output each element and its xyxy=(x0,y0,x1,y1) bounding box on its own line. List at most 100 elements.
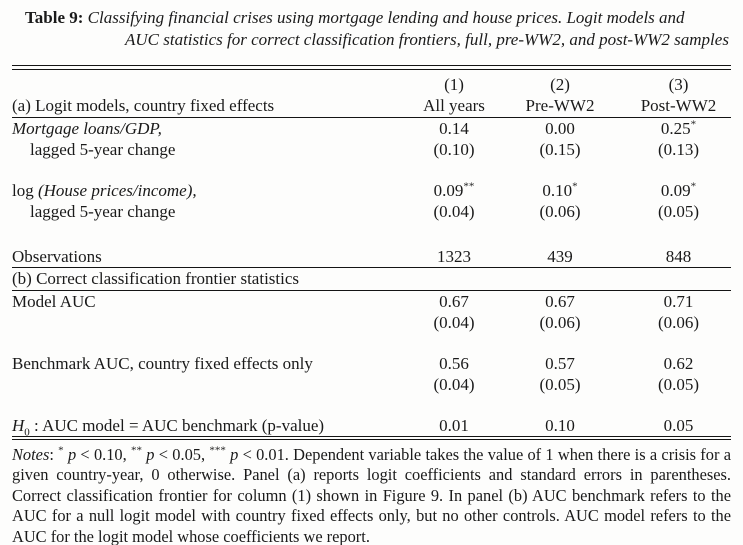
column-number-1: (1) xyxy=(444,74,464,94)
table-number-label: Table 9: xyxy=(25,8,84,27)
table-row: Benchmark AUC, country fixed effects onl… xyxy=(12,353,731,374)
value-text: 0.25 xyxy=(660,118,691,138)
row-label: Benchmark AUC, country fixed effects onl… xyxy=(12,353,414,374)
value-text: 0.00 xyxy=(545,118,575,138)
value-cell: 0.71 xyxy=(626,291,731,312)
table-row: (0.04) (0.05) (0.05) xyxy=(12,374,731,395)
value-cell: 0.56 xyxy=(414,353,494,374)
table-row: lagged 5-year change (0.10) (0.15) (0.13) xyxy=(12,139,731,160)
value-cell: 0.14 xyxy=(414,118,494,139)
column-name-all-years: All years xyxy=(423,95,485,115)
value-cell: 848 xyxy=(626,246,731,267)
value-cell: (0.04) xyxy=(414,374,494,395)
text-segment: < 0.05, xyxy=(154,445,210,464)
significance-stars: * xyxy=(572,179,578,192)
table-notes: Notes: * p < 0.10, ** p < 0.05, *** p < … xyxy=(12,445,731,545)
value-cell: 1323 xyxy=(414,246,494,267)
value-text: (0.04) xyxy=(433,201,475,221)
value-text: 0.01 xyxy=(439,415,469,435)
value-text: 0.09 xyxy=(433,180,464,200)
value-text: 0.57 xyxy=(545,353,575,373)
value-cell: (0.13) xyxy=(626,139,731,160)
row-label: lagged 5-year change xyxy=(12,139,414,160)
column-number-header-row: (1) (2) (3) xyxy=(12,70,731,95)
table-row: log (House prices/income), 0.09** 0.10* 0.0… xyxy=(12,180,731,201)
value-cell: (0.04) xyxy=(414,201,494,222)
column-number-2: (2) xyxy=(550,74,570,94)
text-segment: *** xyxy=(209,444,226,457)
text-segment: < 0.01. Dependent variable takes the val… xyxy=(12,445,731,545)
value-text: (0.05) xyxy=(539,374,581,394)
column-name-post-ww2: Post-WW2 xyxy=(640,95,717,115)
value-text: 439 xyxy=(547,246,573,266)
panel-a-title: (a) Logit models, country fixed effects xyxy=(12,95,275,115)
value-cell: 439 xyxy=(494,246,626,267)
value-cell: (0.10) xyxy=(414,139,494,160)
row-spacer xyxy=(12,333,731,353)
header-rule xyxy=(12,116,731,118)
value-cell: 0.67 xyxy=(494,291,626,312)
value-cell: (0.06) xyxy=(494,312,626,333)
text-segment: lagged 5-year change xyxy=(30,139,176,159)
table-caption: Table 9: Classifying financial crises us… xyxy=(0,7,733,51)
text-segment: * xyxy=(58,444,64,457)
text-segment: Benchmark AUC, country fixed effects onl… xyxy=(12,353,313,373)
table-row: Observations 1323 439 848 xyxy=(12,246,731,267)
value-cell: 0.67 xyxy=(414,291,494,312)
value-text: 848 xyxy=(665,246,692,266)
value-text: 0.62 xyxy=(663,353,694,373)
table-row: Model AUC 0.67 0.67 0.71 xyxy=(12,291,731,312)
caption-line-2: AUC statistics for correct classificatio… xyxy=(125,30,729,49)
row-label: Observations xyxy=(12,246,414,267)
value-cell: 0.10* xyxy=(494,180,626,201)
text-segment: : xyxy=(49,445,59,464)
value-text: 0.67 xyxy=(439,291,469,311)
text-segment: < 0.10, xyxy=(76,445,131,464)
row-label: H0 : AUC model = AUC benchmark (p-value) xyxy=(12,415,414,438)
panel-b-body: Model AUC 0.67 0.67 0.71 (0.04) (0.06) (0.06) B… xyxy=(12,291,731,438)
column-name-pre-ww2: Pre-WW2 xyxy=(525,95,595,115)
value-text: 0.67 xyxy=(545,291,575,311)
text-segment: Notes xyxy=(12,445,50,464)
value-cell: 0.09* xyxy=(626,180,731,201)
table-row: Mortgage loans/GDP, 0.14 0.00 0.25* xyxy=(12,118,731,139)
table-row: (0.04) (0.06) (0.06) xyxy=(12,312,731,333)
row-spacer xyxy=(12,395,731,415)
text-segment: p xyxy=(230,445,239,464)
table-row: H0 : AUC model = AUC benchmark (p-value)… xyxy=(12,415,731,438)
column-name-header-row: (a) Logit models, country fixed effects … xyxy=(12,95,731,117)
row-spacer xyxy=(12,160,731,180)
value-text: 0.05 xyxy=(663,415,694,435)
value-cell: 0.01 xyxy=(414,415,494,436)
row-label xyxy=(12,312,414,333)
significance-stars: * xyxy=(690,117,697,130)
text-segment: (House prices/income), xyxy=(37,180,197,200)
panel-b-title-rule xyxy=(12,289,731,291)
caption-line-1: Classifying financial crises using mortg… xyxy=(87,8,685,27)
value-cell: 0.00 xyxy=(494,118,626,139)
text-segment: : AUC model = AUC benchmark (p-value) xyxy=(29,415,325,435)
value-text: (0.05) xyxy=(657,201,700,221)
value-cell: (0.05) xyxy=(626,201,731,222)
value-cell: (0.06) xyxy=(494,201,626,222)
text-segment: Observations xyxy=(12,246,102,266)
text-segment: Mortgage loans/GDP, xyxy=(12,118,162,138)
text-segment: ** xyxy=(131,444,142,457)
value-cell: (0.04) xyxy=(414,312,494,333)
header-spacer-cell xyxy=(12,75,414,95)
text-segment: H xyxy=(12,415,25,435)
value-text: (0.04) xyxy=(433,312,475,332)
paper-page: Table 9: Classifying financial crises us… xyxy=(0,7,743,545)
column-number-3: (3) xyxy=(668,74,689,94)
text-segment: lagged 5-year change xyxy=(30,201,176,221)
value-text: (0.06) xyxy=(539,312,581,332)
value-cell: (0.05) xyxy=(626,374,731,395)
value-cell: (0.05) xyxy=(494,374,626,395)
value-cell: 0.62 xyxy=(626,353,731,374)
value-cell: (0.15) xyxy=(494,139,626,160)
panel-b-title: (b) Correct classification frontier stat… xyxy=(12,268,300,288)
value-text: 0.71 xyxy=(663,291,694,311)
panel-a-body: Mortgage loans/GDP, 0.14 0.00 0.25* lagged 5… xyxy=(12,118,731,267)
row-spacer xyxy=(12,222,731,246)
value-text: (0.06) xyxy=(657,312,700,332)
